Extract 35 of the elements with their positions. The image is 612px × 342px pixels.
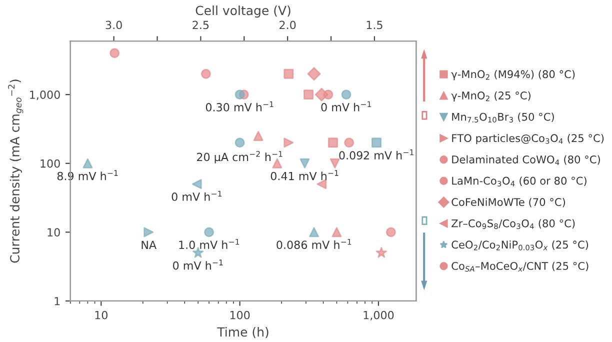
legend-label: CoFeNiMoWTe (70 °C) xyxy=(452,198,566,208)
x2-axis-title: Cell voltage (V) xyxy=(196,6,290,18)
legend-label: Mn$_{7.5}$O$_{10}$Br$_{3}$ (50 °C) xyxy=(452,112,554,122)
annotation: 8.9 mV h$^{−1}$ xyxy=(57,170,118,180)
x-tick-label: 1,000 xyxy=(364,310,394,320)
annotation: 0.092 mV h$^{−1}$ xyxy=(339,149,414,160)
annotation: 0 mV h$^{−1}$ xyxy=(321,101,371,112)
x2-tick-label: 3.0 xyxy=(106,20,122,30)
annotation: 20 μA cm$^{−2}$ h$^{−1}$ xyxy=(197,150,282,164)
legend-label: Co$_{SA}$–MoCeO$_{x}$/CNT (25 °C) xyxy=(452,262,588,272)
y-tick-label: 100 xyxy=(40,159,60,168)
x2-tick-label: 1.5 xyxy=(366,20,382,30)
text: CeO$_{2}$/Co$_{2}$NiP$_{0.03}$O$_{x}$ (25 °C) xyxy=(452,240,588,250)
y-axis-title: Current density (mA cm$_{geo}$$^{−2}$) xyxy=(8,80,24,263)
y-tick-label: 10 xyxy=(48,228,60,237)
text: Zr–Co$_{9}$S$_{8}$/Co$_{3}$O$_{4}$ (80 °C) xyxy=(452,219,575,230)
legend-label: γ-MnO$_{2}$ (25 °C) xyxy=(451,91,530,102)
legend-label: LaMn-Co$_{3}$O$_{4}$ (60 or 80 °C) xyxy=(452,176,586,186)
x2-tick-label: 2.5 xyxy=(192,20,209,30)
annotation: 0 mV h$^{−1}$ xyxy=(172,190,222,201)
annotation: 1.0 mV h$^{−1}$ xyxy=(179,238,240,250)
x-axis-title: Time (h) xyxy=(217,326,268,338)
y-tick-label: 1,000 xyxy=(30,90,60,100)
annotation: 0 mV h$^{−1}$ xyxy=(173,260,223,270)
annotation: 0.41 mV h$^{−1}$ xyxy=(270,170,338,180)
y-tick-label: 1 xyxy=(54,297,60,306)
x-tick-label: 10 xyxy=(95,310,108,320)
x2-tick-label: 2.0 xyxy=(280,20,296,30)
legend-label: γ-MnO$_{2}$ (M94%) (80 °C) xyxy=(451,70,575,80)
annotation: 0.30 mV h$^{−1}$ xyxy=(206,101,274,112)
legend-label: FTO particles@Co$_{3}$O$_{4}$ (25 °C) xyxy=(452,134,604,144)
legend-label: Delaminated CoWO$_{4}$ (80 °C) xyxy=(452,155,600,166)
annotation: NA xyxy=(142,240,156,249)
x-tick-label: 100 xyxy=(230,310,250,320)
annotation: 0.086 mV h$^{−1}$ xyxy=(276,238,352,250)
